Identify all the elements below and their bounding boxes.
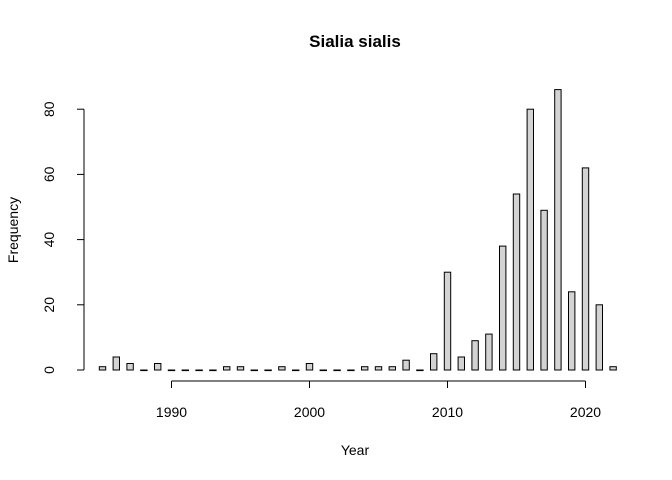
bars-group — [98, 89, 617, 372]
bar-1989 — [154, 363, 162, 371]
bar-2005 — [374, 366, 383, 371]
x-tick-label-2010: 2010 — [432, 404, 463, 420]
bar-1987 — [126, 363, 134, 371]
bar-2014 — [499, 245, 507, 371]
bar-2002 — [333, 369, 341, 372]
bar-1986 — [112, 356, 120, 371]
bar-2015 — [512, 193, 521, 371]
bar-2018 — [554, 89, 562, 371]
bar-1998 — [278, 366, 286, 371]
x-tick-label-2020: 2020 — [570, 404, 601, 420]
bar-2006 — [388, 366, 397, 371]
bar-2009 — [430, 353, 438, 371]
bar-1997 — [264, 369, 272, 372]
bar-2007 — [402, 359, 410, 371]
x-tick-label-1990: 1990 — [156, 404, 187, 420]
x-axis-title: Year — [341, 442, 370, 458]
y-axis: 0 20 40 60 80 — [41, 101, 85, 374]
bar-1991 — [181, 369, 190, 372]
bar-2010 — [443, 271, 452, 371]
y-tick-label-60: 60 — [41, 166, 57, 182]
bar-2020 — [581, 167, 590, 371]
y-tick-label-80: 80 — [41, 101, 57, 117]
bar-2016 — [526, 108, 534, 371]
bar-2013 — [485, 333, 493, 371]
bar-2001 — [319, 369, 328, 372]
y-tick-label-20: 20 — [41, 297, 57, 313]
bar-1988 — [140, 369, 148, 372]
bar-2000 — [305, 363, 314, 371]
y-tick-label-40: 40 — [41, 232, 57, 248]
bar-1995 — [236, 366, 245, 371]
bar-1992 — [195, 369, 203, 372]
bar-1985 — [98, 366, 107, 371]
x-axis: 1990 2000 2010 2020 — [156, 380, 601, 420]
bar-2003 — [347, 369, 355, 372]
bar-1994 — [223, 366, 231, 371]
bar-2019 — [568, 291, 576, 371]
x-tick-label-2000: 2000 — [294, 404, 325, 420]
bar-2004 — [361, 366, 369, 371]
bar-2012 — [471, 340, 479, 371]
bar-1993 — [209, 369, 217, 372]
bar-1990 — [167, 369, 176, 372]
bar-2022 — [609, 366, 617, 371]
bar-2008 — [416, 369, 424, 372]
bar-2021 — [595, 304, 603, 371]
y-axis-title: Frequency — [5, 197, 21, 263]
y-tick-label-0: 0 — [41, 366, 57, 374]
chart-title: Sialia sialis — [309, 32, 401, 51]
bar-1999 — [292, 369, 300, 372]
bar-1996 — [250, 369, 259, 372]
bar-2011 — [457, 356, 466, 371]
bar-2017 — [540, 209, 548, 371]
